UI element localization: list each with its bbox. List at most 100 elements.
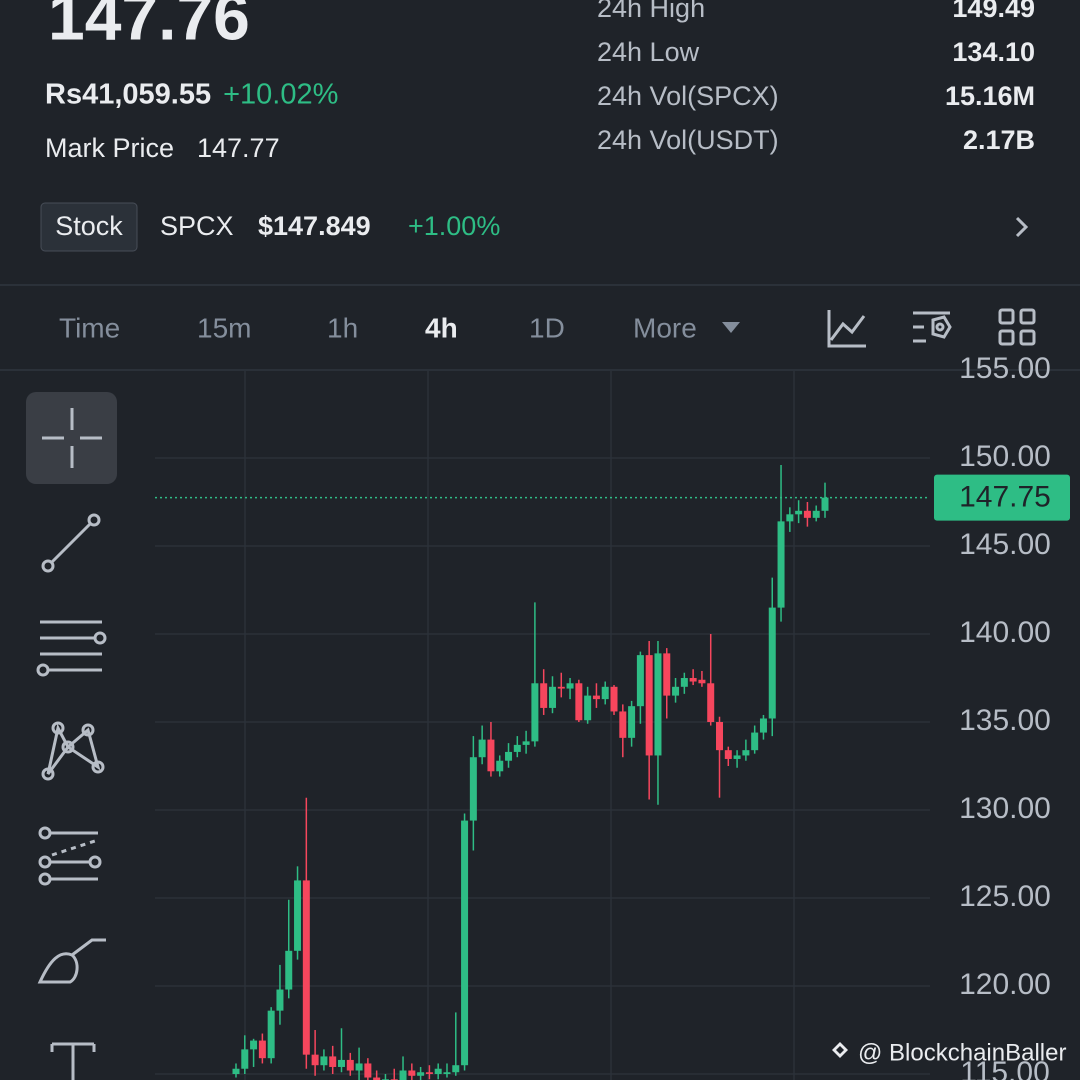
trend-line-tool[interactable] xyxy=(41,513,101,573)
stat-value: 149.49 xyxy=(952,0,1035,23)
candle-body xyxy=(311,1054,319,1066)
candle-body xyxy=(680,678,688,687)
candle-body xyxy=(742,750,750,756)
more-arrow[interactable] xyxy=(722,322,740,333)
tabs: Time 15m 1h 4h 1D More xyxy=(59,312,697,343)
brush-tool[interactable] xyxy=(37,938,106,984)
candle-body xyxy=(557,686,565,689)
candle-body xyxy=(408,1070,416,1076)
y-tick-label: 135.00 xyxy=(959,704,1051,737)
fib-tool[interactable] xyxy=(38,826,102,886)
candle-body xyxy=(302,880,310,1055)
tab[interactable]: 4h xyxy=(425,312,458,343)
candle-body xyxy=(513,744,521,752)
candle-body xyxy=(461,820,469,1066)
candle-body xyxy=(285,950,293,990)
stock-change: +1.00% xyxy=(408,211,500,241)
candle-body xyxy=(320,1056,328,1066)
indicator-icon[interactable] xyxy=(827,310,866,348)
stat-value: 15.16M xyxy=(945,81,1035,111)
candle-body xyxy=(522,741,530,745)
candle-body xyxy=(417,1072,425,1076)
candle-body xyxy=(267,1010,275,1059)
candle-body xyxy=(531,683,539,742)
candle-body xyxy=(786,514,794,522)
stock-price: $147.849 xyxy=(258,211,371,241)
tab[interactable]: 1D xyxy=(529,312,565,343)
candle-body xyxy=(505,751,513,761)
candle-body xyxy=(276,989,284,1011)
plot-area xyxy=(232,465,829,1080)
candle-body xyxy=(759,718,767,733)
text-tool[interactable] xyxy=(50,1042,96,1080)
candle-body xyxy=(584,695,592,721)
chart: 115.00 120.00 125.00 130.00 135.00 140.00 145.… xyxy=(155,352,1070,1080)
pattern-tool[interactable] xyxy=(41,721,105,781)
y-tick-label: 140.00 xyxy=(959,616,1051,649)
stat-label: 24h High xyxy=(597,0,705,23)
last-price: 147.76 xyxy=(48,0,250,53)
candle-body xyxy=(469,757,477,821)
candle-body xyxy=(663,653,671,696)
stock-symbol: SPCX xyxy=(160,211,234,241)
horizontal-lines-tool[interactable] xyxy=(36,620,107,677)
stat-value: 2.17B xyxy=(963,125,1035,155)
y-tick-label: 155.00 xyxy=(959,352,1051,385)
candle-body xyxy=(803,510,811,518)
y-tick-label: 145.00 xyxy=(959,528,1051,561)
crosshair-tool[interactable] xyxy=(26,392,117,484)
candle-body xyxy=(645,655,653,756)
candle-body xyxy=(329,1056,337,1067)
candle-body xyxy=(716,722,724,751)
candle-body xyxy=(364,1063,372,1078)
candle-body xyxy=(566,683,574,689)
candle-body xyxy=(592,695,600,700)
stat-label: 24h Vol(USDT) xyxy=(597,125,779,155)
stat-value: 134.10 xyxy=(952,37,1035,67)
mark-price-value: 147.77 xyxy=(197,133,280,163)
candle-body xyxy=(346,1059,354,1071)
candle-body xyxy=(232,1068,240,1075)
candle-body xyxy=(250,1040,258,1050)
candle-body xyxy=(337,1059,345,1067)
candle-body xyxy=(777,521,785,608)
chevron xyxy=(1015,216,1029,238)
tab[interactable]: Time xyxy=(59,312,120,343)
y-tick-label: 150.00 xyxy=(959,440,1051,473)
candle-body xyxy=(540,683,548,708)
toolbar xyxy=(26,392,117,1080)
candle-body xyxy=(619,711,627,738)
candle-body xyxy=(443,1072,451,1075)
watermark-text: @ BlockchainBaller xyxy=(858,1039,1066,1066)
candle-body xyxy=(355,1063,363,1071)
candle-body xyxy=(698,679,706,684)
y-tick-label: 130.00 xyxy=(959,792,1051,825)
watermark: @ BlockchainBaller xyxy=(832,1039,1066,1066)
tab[interactable]: 15m xyxy=(197,312,251,343)
candle-body xyxy=(812,510,820,518)
price-change: +10.02% xyxy=(223,79,338,111)
candle-body xyxy=(672,686,680,696)
settings-icon[interactable] xyxy=(913,311,952,343)
candle-body xyxy=(496,760,504,772)
stock-bar[interactable]: Stock SPCX $147.849 +1.00% xyxy=(40,202,1029,252)
candle-body xyxy=(575,683,583,721)
tab[interactable]: 1h xyxy=(327,312,358,343)
y-tick-label: 120.00 xyxy=(959,968,1051,1001)
vertical-grid xyxy=(244,370,795,1080)
mark-price-label: Mark Price xyxy=(45,133,174,163)
candle-body xyxy=(821,497,829,511)
candle-body xyxy=(689,678,697,682)
candle-body xyxy=(795,510,803,515)
stat-label: 24h Low xyxy=(597,37,700,67)
layout-icon[interactable] xyxy=(998,308,1036,346)
stat-label: 24h Vol(SPCX) xyxy=(597,81,779,111)
candle-body xyxy=(654,653,662,756)
candle-body xyxy=(294,880,302,951)
last-price-label: 147.75 xyxy=(959,481,1051,514)
stock-badge-text: Stock xyxy=(55,211,123,241)
candle-body xyxy=(241,1049,249,1069)
tab[interactable]: More xyxy=(633,312,697,343)
